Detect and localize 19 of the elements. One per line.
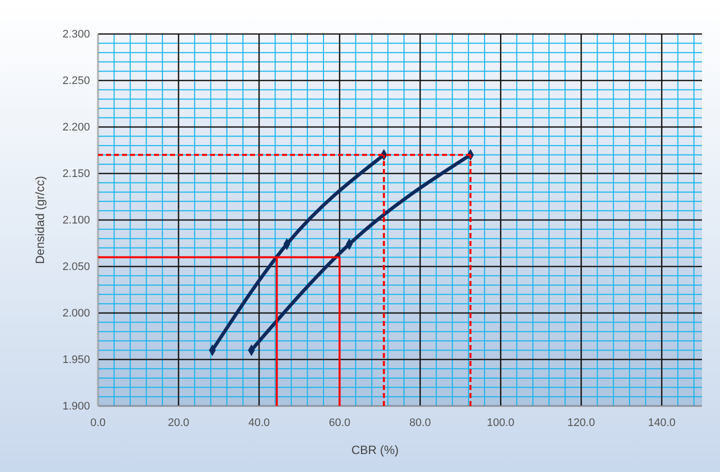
y-tick-label: 2.100 — [62, 214, 90, 227]
y-axis-title: Densidad (gr/cc) — [33, 176, 47, 264]
y-tick-label: 2.200 — [62, 122, 90, 134]
x-tick-label: 0.0 — [90, 416, 106, 429]
x-tick-label: 120.0 — [567, 416, 595, 429]
x-tick-label: 40.0 — [248, 416, 270, 429]
y-tick-label: 2.150 — [62, 168, 90, 180]
y-tick-label: 2.300 — [62, 28, 90, 41]
y-tick-label: 2.250 — [62, 75, 90, 88]
x-axis-title: CBR (%) — [351, 443, 399, 457]
x-tick-label: 20.0 — [168, 416, 190, 429]
x-tick-label: 140.0 — [648, 416, 676, 429]
x-tick-label: 80.0 — [409, 416, 431, 429]
x-tick-label: 60.0 — [328, 416, 350, 429]
y-tick-label: 2.000 — [62, 308, 90, 320]
y-tick-label: 1.950 — [62, 354, 90, 366]
x-tick-label: 100.0 — [486, 416, 514, 429]
y-tick-label: 1.900 — [62, 400, 90, 413]
y-tick-label: 2.050 — [62, 261, 90, 274]
